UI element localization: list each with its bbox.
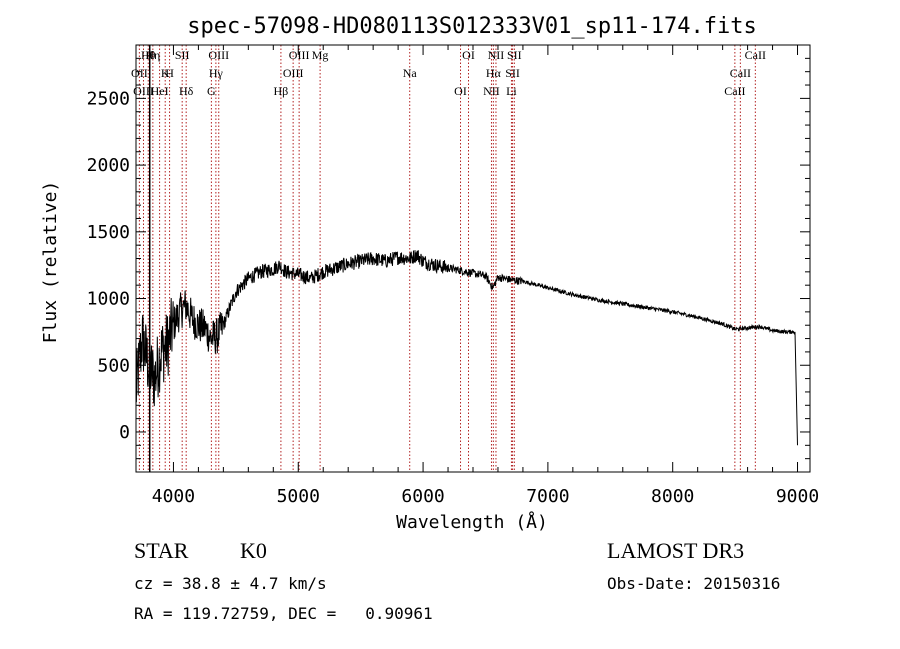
x-tick-label: 7000	[526, 486, 569, 507]
redshift-cz: cz = 38.8 ± 4.7 km/s	[134, 574, 327, 593]
survey-name: LAMOST DR3	[607, 538, 745, 563]
y-tick-label: 2500	[87, 88, 130, 109]
line-label: OIII	[208, 48, 229, 62]
line-label: SII	[505, 66, 520, 80]
axes: 4000 5000 6000 7000 8000 9000 0 500 1000 1500 2000…	[87, 44, 819, 507]
ra-dec: RA = 119.72759, DEC = 0.90961	[134, 604, 433, 623]
line-label: OIII	[283, 66, 304, 80]
line-label: Hδ	[179, 84, 194, 98]
line-label: Li	[506, 84, 517, 98]
y-tick-label: 1500	[87, 222, 130, 243]
line-label: Mg	[312, 48, 329, 62]
chart-title: spec-57098-HD080113S012333V01_sp11-174.f…	[187, 14, 757, 39]
observation-date: Obs-Date: 20150316	[607, 574, 781, 593]
line-label: Hθ	[141, 48, 156, 62]
line-label: H	[165, 66, 174, 80]
spectrum-line	[135, 250, 798, 446]
line-label: G	[207, 84, 216, 98]
line-label: Hη	[145, 48, 160, 62]
x-tick-label: 5000	[277, 486, 320, 507]
line-label: Hγ	[209, 66, 224, 80]
line-label: Hβ	[274, 84, 289, 98]
y-axis-label: Flux (relative)	[40, 181, 61, 344]
line-label: SII	[175, 48, 190, 62]
x-tick-label: 6000	[401, 486, 444, 507]
line-label: SII	[507, 48, 522, 62]
line-label: K	[161, 66, 170, 80]
line-label: OI	[454, 84, 467, 98]
line-labels: HθOIIOIIIHηKHeISIIHHδOIIIHγGOIIIOIIIHβMg…	[131, 48, 766, 98]
line-label: CaII	[730, 66, 751, 80]
line-label: OII	[131, 66, 148, 80]
spectral-subclass: K0	[240, 538, 267, 563]
plot-frame	[135, 44, 811, 473]
line-label: CaII	[745, 48, 766, 62]
x-tick-label: 8000	[651, 486, 694, 507]
spectrum-series	[135, 45, 798, 472]
x-axis-label: Wavelength (Å)	[396, 511, 548, 533]
object-class: STAR	[134, 538, 189, 563]
y-tick-label: 1000	[87, 289, 130, 310]
line-label: Hα	[486, 66, 502, 80]
y-tick-label: 500	[97, 355, 130, 376]
x-tick-label: 4000	[152, 486, 195, 507]
line-label: CaII	[724, 84, 745, 98]
line-label: NII	[483, 84, 500, 98]
x-tick-label: 9000	[776, 486, 819, 507]
line-markers	[138, 45, 756, 472]
line-label: OIII	[133, 84, 154, 98]
line-label: NII	[488, 48, 505, 62]
y-tick-label: 0	[119, 422, 130, 443]
line-label: OI	[462, 48, 475, 62]
line-label: HeI	[151, 84, 169, 98]
y-tick-label: 2000	[87, 155, 130, 176]
line-label: Na	[403, 66, 418, 80]
line-label: OIII	[289, 48, 310, 62]
